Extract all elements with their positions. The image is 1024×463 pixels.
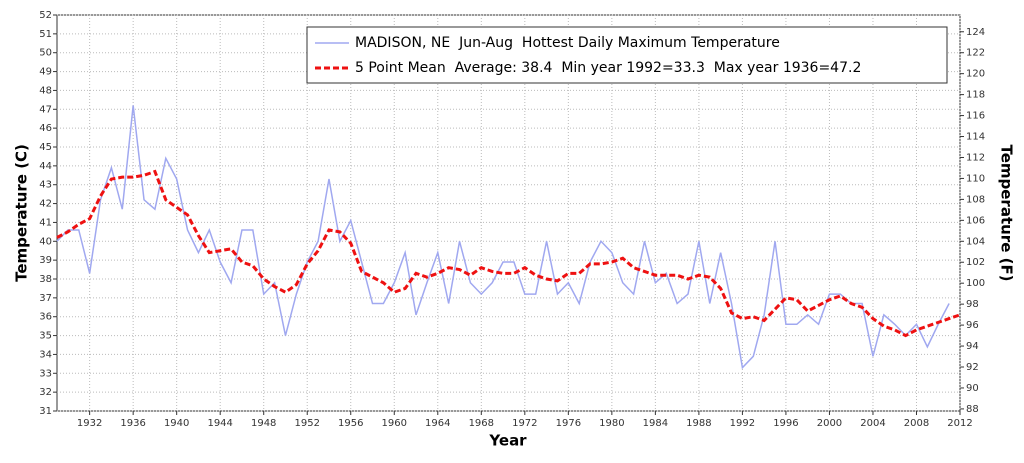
y2-tick-label: 94 <box>966 341 979 352</box>
y-tick-label: 37 <box>39 293 52 304</box>
x-tick-label: 1980 <box>599 418 624 429</box>
y2-tick-label: 124 <box>966 27 985 38</box>
x-tick-label: 1944 <box>207 418 232 429</box>
x-tick-label: 1996 <box>773 418 798 429</box>
y2-axis-title: Temperature (F) <box>998 144 1016 281</box>
x-tick-label: 2000 <box>817 418 842 429</box>
y2-tick-label: 88 <box>966 404 979 415</box>
legend-label: MADISON, NE Jun-Aug Hottest Daily Maximu… <box>355 35 780 51</box>
y-tick-label: 33 <box>39 368 52 379</box>
y-tick-label: 48 <box>39 85 52 96</box>
x-tick-label: 1976 <box>556 418 581 429</box>
x-tick-label: 2008 <box>904 418 929 429</box>
y-tick-label: 32 <box>39 387 52 398</box>
x-tick-label: 1932 <box>77 418 102 429</box>
y-tick-label: 41 <box>39 217 52 228</box>
x-tick-label: 1948 <box>251 418 276 429</box>
y-tick-label: 40 <box>39 236 52 247</box>
legend-box <box>306 26 948 84</box>
y-tick-label: 49 <box>39 67 52 78</box>
x-tick-label: 1964 <box>425 418 450 429</box>
x-tick-label: 1952 <box>295 418 320 429</box>
y2-tick-label: 114 <box>966 132 985 143</box>
y-tick-label: 43 <box>39 180 52 191</box>
y2-tick-label: 100 <box>966 278 985 289</box>
x-tick-label: 1984 <box>643 418 668 429</box>
x-tick-label: 1968 <box>469 418 494 429</box>
y-tick-label: 38 <box>39 274 52 285</box>
y2-tick-label: 116 <box>966 111 985 122</box>
x-tick-label: 2012 <box>947 418 972 429</box>
y2-tick-label: 90 <box>966 383 979 394</box>
y2-tick-label: 120 <box>966 69 985 80</box>
y2-tick-label: 104 <box>966 236 985 247</box>
y2-tick-label: 108 <box>966 194 985 205</box>
x-tick-label: 1992 <box>730 418 755 429</box>
y2-tick-label: 122 <box>966 48 985 59</box>
x-tick-label: 1956 <box>338 418 363 429</box>
y-tick-label: 52 <box>39 10 52 21</box>
y-tick-label: 50 <box>39 48 52 59</box>
y2-tick-label: 98 <box>966 299 979 310</box>
x-tick-label: 1988 <box>686 418 711 429</box>
y-tick-label: 39 <box>39 255 52 266</box>
x-tick-label: 1960 <box>382 418 407 429</box>
y-tick-label: 46 <box>39 123 52 134</box>
x-tick-label: 1972 <box>512 418 537 429</box>
x-tick-label: 1936 <box>120 418 145 429</box>
series-line <box>56 169 961 338</box>
legend-label: 5 Point Mean Average: 38.4 Min year 1992… <box>355 60 861 76</box>
y-tick-label: 47 <box>39 104 52 115</box>
y-axis-title: Temperature (C) <box>13 144 31 282</box>
y-tick-label: 34 <box>39 349 52 360</box>
y2-tick-label: 112 <box>966 152 985 163</box>
y-tick-label: 44 <box>39 161 52 172</box>
y2-tick-label: 92 <box>966 362 979 373</box>
y2-tick-label: 102 <box>966 257 985 268</box>
series-line <box>56 105 950 370</box>
x-axis-title: Year <box>488 432 527 450</box>
x-tick-label: 2004 <box>860 418 885 429</box>
y2-tick-label: 106 <box>966 215 985 226</box>
y-tick-label: 35 <box>39 331 52 342</box>
y2-tick-label: 118 <box>966 90 985 101</box>
y-tick-label: 36 <box>39 312 52 323</box>
y-tick-label: 45 <box>39 142 52 153</box>
y2-tick-label: 110 <box>966 173 985 184</box>
y2-tick-label: 96 <box>966 320 979 331</box>
y-tick-label: 31 <box>39 406 52 417</box>
x-tick-label: 1940 <box>164 418 189 429</box>
y-tick-label: 42 <box>39 199 52 210</box>
y-tick-label: 51 <box>39 29 52 40</box>
